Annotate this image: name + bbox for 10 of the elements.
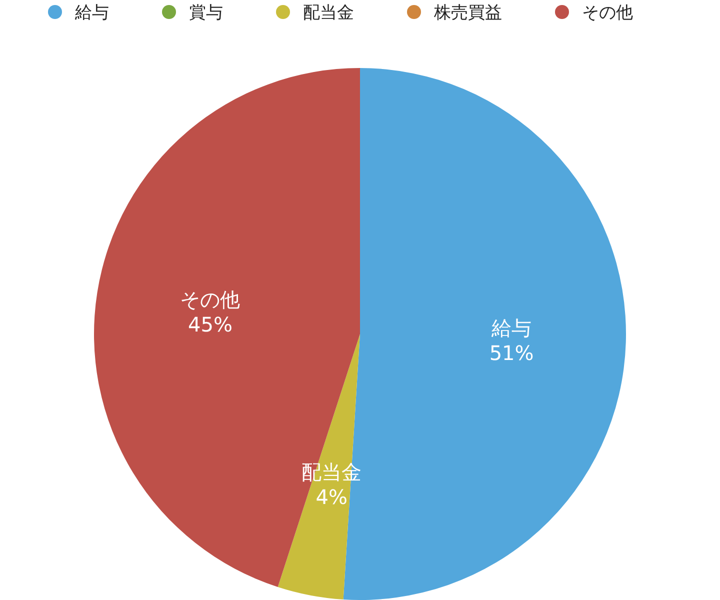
slice-label: 給与 (490, 316, 532, 340)
data-label: 45% (188, 312, 232, 336)
legend-label: 給与 (74, 3, 109, 23)
legend-label: 株売買益 (433, 3, 502, 23)
data-label: 51% (489, 340, 534, 365)
data-label: 4% (316, 484, 348, 509)
slice-label: その他 (180, 287, 240, 312)
legend-label: その他 (582, 3, 633, 23)
legend-label: 賞与 (189, 3, 223, 23)
legend-label: 配当金 (303, 3, 354, 23)
